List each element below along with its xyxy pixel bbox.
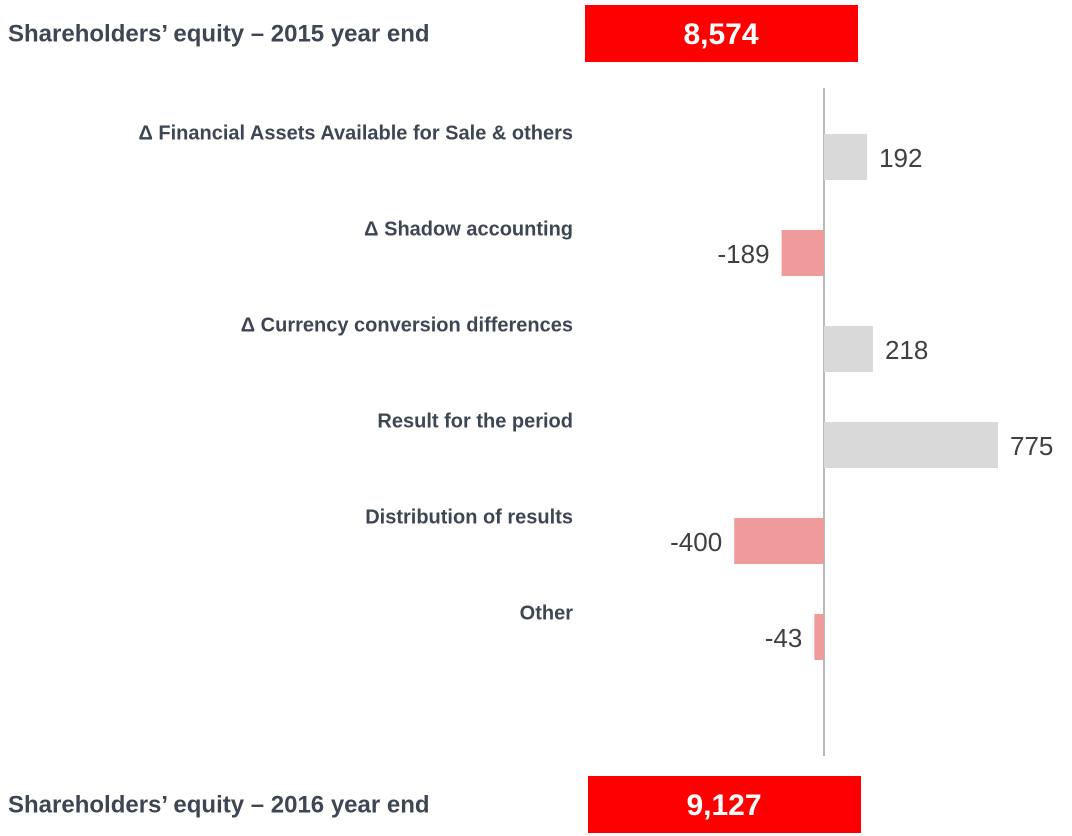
bar	[824, 134, 868, 180]
category-label: Result for the period	[377, 410, 573, 432]
value-label: 192	[879, 143, 922, 173]
bar	[781, 230, 824, 276]
bar	[824, 422, 998, 468]
total-label: Shareholders’ equity – 2015 year end	[8, 20, 430, 47]
value-label: 218	[885, 335, 928, 365]
value-label: -400	[670, 527, 722, 557]
value-label: -43	[765, 623, 803, 653]
category-label: Other	[520, 602, 574, 624]
category-label: Distribution of results	[365, 506, 573, 528]
total-box	[588, 776, 861, 833]
category-label: Δ Financial Assets Available for Sale & …	[138, 122, 573, 144]
category-label: Δ Shadow accounting	[364, 218, 573, 240]
category-label: Δ Currency conversion differences	[241, 314, 573, 336]
value-label: -189	[718, 239, 770, 269]
bar	[824, 326, 873, 372]
bar	[734, 518, 824, 564]
total-label: Shareholders’ equity – 2016 year end	[8, 791, 430, 818]
total-value: 8,574	[683, 18, 758, 51]
total-value: 9,127	[686, 789, 761, 822]
total-box	[585, 5, 858, 62]
value-label: 775	[1010, 431, 1053, 461]
bar	[814, 614, 824, 660]
